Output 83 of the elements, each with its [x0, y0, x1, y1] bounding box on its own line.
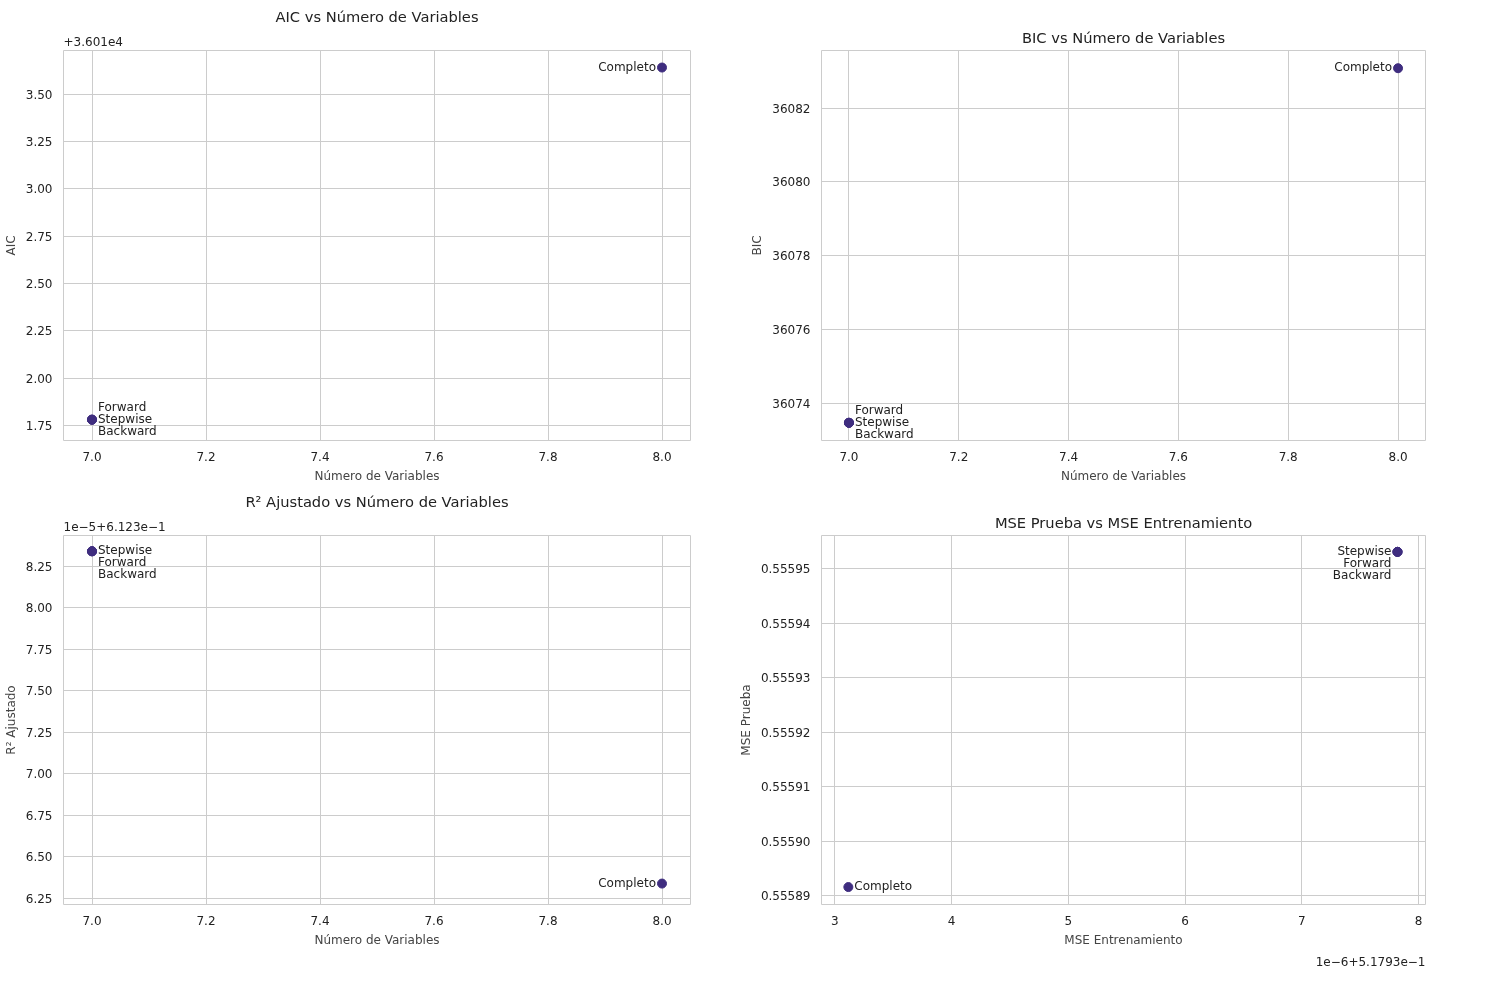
annotation: Backward [98, 423, 157, 438]
y-tick-label: 3.00 [25, 182, 53, 197]
annotation: Completo [598, 59, 657, 74]
x-tick-label: 7.2 [196, 913, 216, 928]
x-tick-label: 8.0 [652, 913, 672, 928]
x-tick-label: 7.8 [1278, 449, 1298, 464]
y-axis-title: AIC [3, 235, 18, 256]
y-tick-label: 3.50 [25, 87, 53, 102]
y-tick-label: 0.55592 [760, 725, 811, 740]
annotation: Stepwise [98, 411, 153, 426]
y-tick-label: 2.00 [25, 371, 53, 386]
y-tick-label: 6.50 [25, 850, 53, 865]
annotation: Backward [854, 426, 914, 441]
y-tick-label: 2.75 [25, 229, 53, 244]
y-tick-label: 7.50 [25, 684, 53, 699]
x-tick-label: 3 [831, 913, 839, 928]
y-tick-label: 6.25 [25, 891, 53, 906]
annotation: Stepwise [1337, 543, 1392, 558]
chart-title: MSE Prueba vs MSE Entrenamiento [994, 513, 1253, 531]
y-axis-title: BIC [750, 235, 765, 256]
x-axis-title: Número de Variables [1060, 468, 1187, 483]
x-tick-label: 7.8 [538, 449, 558, 464]
y-axis-title: R² Ajustado [3, 685, 18, 755]
y-tick-label: 7.25 [25, 725, 53, 740]
annotation: Forward [1343, 555, 1392, 570]
annotation: Completo [598, 875, 657, 890]
annotation: Forward [98, 399, 147, 414]
x-tick-label: 5 [1064, 913, 1073, 928]
x-tick-label: 7.2 [196, 449, 216, 464]
x-tick-label: 7.6 [1168, 449, 1188, 464]
annotation: Forward [854, 402, 904, 417]
y-tick-label: 2.25 [25, 324, 53, 339]
y-tick-label: 7.00 [25, 767, 53, 782]
y-tick-label: 36074 [772, 396, 811, 411]
x-tick-label: 7 [1297, 913, 1306, 928]
y-tick-label: 7.75 [25, 642, 53, 657]
x-tick-label: 8 [1414, 913, 1423, 928]
y-tick-label: 3.25 [25, 134, 53, 149]
y-tick-label: 0.55589 [760, 889, 811, 904]
x-tick-label: 6 [1181, 913, 1189, 928]
annotation: Stepwise [98, 543, 153, 558]
y-tick-label: 2.50 [25, 276, 53, 291]
x-tick-label: 8.0 [1388, 449, 1408, 464]
y-tick-label: 0.55591 [760, 780, 811, 795]
text: 1e−6+5.1793e−1 [1315, 954, 1426, 969]
x-tick-label: 7.0 [82, 449, 102, 464]
chart-title: AIC vs Número de Variables [275, 7, 479, 25]
x-tick-label: 7.4 [310, 449, 330, 464]
y-tick-label: 36076 [772, 322, 811, 337]
x-tick-label: 7.4 [1059, 449, 1079, 464]
x-tick-label: 7.8 [538, 913, 558, 928]
x-tick-label: 4 [947, 913, 956, 928]
annotation: Backward [1332, 567, 1392, 582]
annotation: Backward [98, 567, 157, 582]
y-tick-label: 0.55595 [760, 562, 811, 577]
x-tick-label: 7.0 [839, 449, 859, 464]
y-axis-title: MSE Prueba [738, 684, 753, 756]
x-tick-label: 7.4 [310, 913, 330, 928]
x-axis-title: MSE Entrenamiento [1064, 932, 1183, 947]
chart-title: BIC vs Número de Variables [1021, 28, 1226, 46]
text: +3.601e4 [63, 34, 123, 49]
y-tick-label: 0.55593 [760, 671, 811, 686]
y-tick-label: 8.00 [25, 601, 53, 616]
x-tick-label: 7.6 [424, 449, 444, 464]
y-tick-label: 36082 [772, 101, 811, 116]
y-tick-label: 0.55590 [760, 834, 811, 849]
x-tick-label: 8.0 [652, 449, 672, 464]
annotation: Completo [1334, 60, 1393, 75]
y-tick-label: 8.25 [25, 559, 53, 574]
y-tick-label: 1.75 [25, 418, 53, 433]
y-tick-label: 36078 [772, 249, 811, 264]
y-tick-label: 36080 [772, 175, 811, 190]
text: 1e−5+6.123e−1 [63, 519, 166, 534]
x-tick-label: 7.2 [949, 449, 969, 464]
x-axis-title: Número de Variables [314, 468, 440, 483]
annotation: Completo [854, 879, 913, 894]
y-tick-label: 0.55594 [760, 616, 811, 631]
x-axis-title: Número de Variables [314, 932, 440, 947]
chart-title: R² Ajustado vs Número de Variables [245, 492, 509, 510]
annotation: Stepwise [854, 414, 910, 429]
x-tick-label: 7.0 [82, 913, 102, 928]
y-tick-label: 6.75 [25, 808, 53, 823]
x-tick-label: 7.6 [424, 913, 444, 928]
